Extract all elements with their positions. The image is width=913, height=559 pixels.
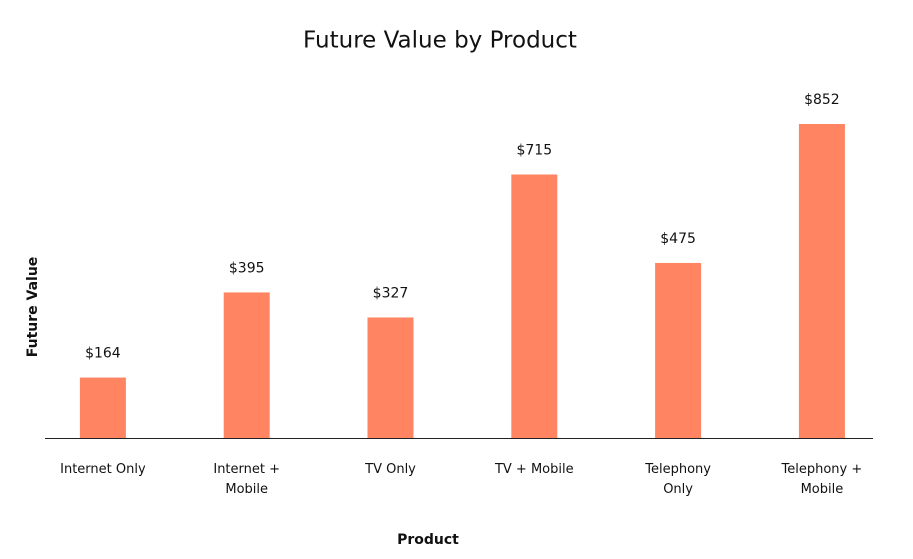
bar — [798, 124, 845, 438]
x-tick-label: TV + Mobile — [494, 462, 574, 477]
y-axis-label: Future Value — [25, 257, 41, 358]
x-axis-label: Product — [397, 532, 459, 548]
value-label: $715 — [516, 142, 552, 158]
bar — [511, 174, 558, 439]
bar — [367, 317, 414, 438]
chart-title: Future Value by Product — [303, 28, 577, 54]
x-tick-label: Internet Only — [60, 462, 146, 477]
bar — [655, 262, 702, 438]
value-label: $852 — [804, 92, 840, 108]
value-label: $395 — [229, 260, 265, 276]
x-tick-label: TV Only — [364, 462, 416, 477]
x-tick-label: Telephony Only — [644, 462, 711, 497]
x-tick-label: Telephony + Mobile — [781, 462, 863, 497]
bar — [79, 377, 126, 438]
value-label: $327 — [373, 285, 409, 301]
x-tick-label: Internet + Mobile — [213, 462, 280, 497]
value-label: $164 — [85, 346, 121, 362]
bar — [223, 292, 270, 438]
value-label: $475 — [660, 231, 696, 247]
